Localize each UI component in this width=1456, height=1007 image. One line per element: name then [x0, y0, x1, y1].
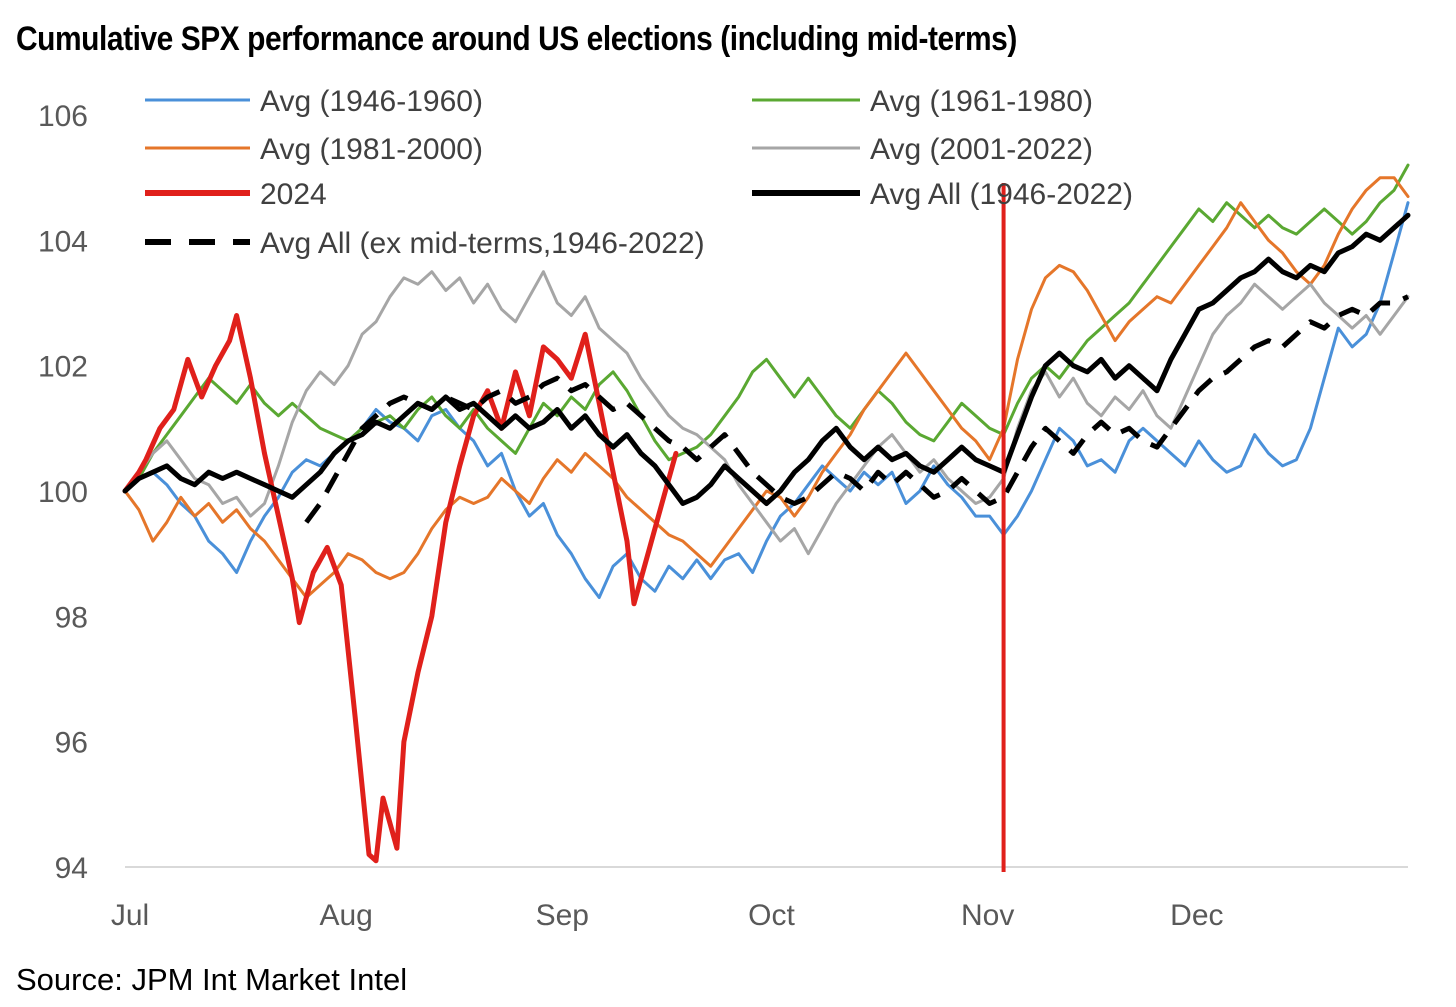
y-tick-label: 96 [55, 727, 88, 760]
x-axis: Jul Aug Sep Oct Nov Dec [111, 866, 1408, 932]
y-tick-label: 106 [38, 100, 88, 133]
y-axis: 94 96 98 100 102 104 106 [38, 100, 88, 885]
x-tick-label: Sep [536, 899, 589, 932]
legend-entry: Avg (1946-1960) [145, 85, 483, 118]
legend-entry: Avg (2001-2022) [752, 133, 1093, 166]
series-layer [122, 163, 1411, 864]
legend-label: Avg (1946-1960) [260, 85, 483, 118]
legend-entry: Avg (1961-1980) [752, 85, 1093, 118]
y-tick-label: 98 [55, 601, 88, 634]
legend-entry: Avg All (1946-2022) [752, 178, 1133, 211]
y-tick-label: 100 [38, 476, 88, 509]
y-tick-label: 102 [38, 351, 88, 384]
legend-label: 2024 [260, 178, 327, 211]
legend-label: Avg (1981-2000) [260, 133, 483, 166]
legend-entry: 2024 [145, 178, 327, 211]
legend-entry: Avg (1981-2000) [145, 133, 483, 166]
x-tick-label: Dec [1170, 899, 1223, 932]
series-line-6 [304, 294, 1410, 524]
series-line-0 [123, 201, 1410, 599]
legend-label: Avg (1961-1980) [870, 85, 1093, 118]
x-tick-label: Jul [111, 899, 149, 932]
legend-entry: Avg All (ex mid-terms,1946-2022) [145, 227, 705, 260]
legend-label: Avg All (1946-2022) [870, 178, 1133, 211]
x-tick-label: Oct [748, 899, 795, 932]
x-tick-label: Aug [319, 899, 372, 932]
x-tick-label: Nov [961, 899, 1014, 932]
series-line-5 [122, 212, 1411, 506]
series-line-4 [122, 313, 679, 864]
chart-title: Cumulative SPX performance around US ele… [16, 20, 1017, 58]
series-line-1 [123, 163, 1410, 493]
legend-label: Avg All (ex mid-terms,1946-2022) [260, 227, 705, 260]
chart-source: Source: JPM Int Market Intel [16, 962, 408, 997]
legend-label: Avg (2001-2022) [870, 133, 1093, 166]
y-tick-label: 94 [55, 852, 88, 885]
series-line-3 [123, 270, 1410, 556]
series-line-2 [123, 176, 1410, 599]
y-tick-label: 104 [38, 225, 88, 258]
legend: Avg (1946-1960) Avg (1961-1980) Avg (1981-… [145, 85, 1133, 260]
